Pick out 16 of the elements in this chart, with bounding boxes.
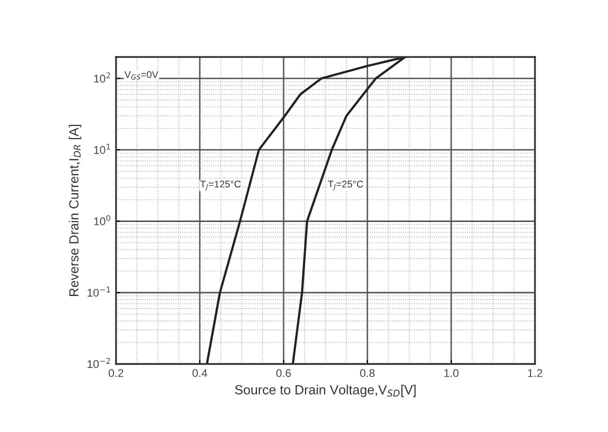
x-tick-label: 0.4: [192, 369, 208, 378]
y-tick-label: 10$^{−2}$: [88, 358, 110, 368]
y-tick-label: 10$^{−1}$: [88, 286, 110, 297]
x-tick-label: 0.8: [360, 369, 375, 378]
y-axis-title: Reverse Drain Current,I$_{DR}$ [A]: [68, 124, 82, 296]
x-tick-label: 1.2: [528, 369, 542, 377]
y-tick-label: 10$^{2}$: [94, 72, 110, 83]
y-tick-label: 10$^{1}$: [94, 144, 110, 154]
series-label: T$_{J}$=125°C: [200, 180, 241, 190]
x-tick-label: 1.0: [444, 369, 458, 378]
x-tick-label: 0.6: [276, 369, 291, 378]
x-tick-label: 0.2: [108, 369, 124, 378]
series-label: T$_{J}$=25°C: [328, 180, 364, 190]
y-tick-label: 10$^{0}$: [94, 215, 110, 226]
annotation: V$_{GS}$=0V: [124, 71, 158, 80]
x-axis-title: Source to Drain Voltage,V$_{SD}$[V]: [234, 384, 416, 398]
